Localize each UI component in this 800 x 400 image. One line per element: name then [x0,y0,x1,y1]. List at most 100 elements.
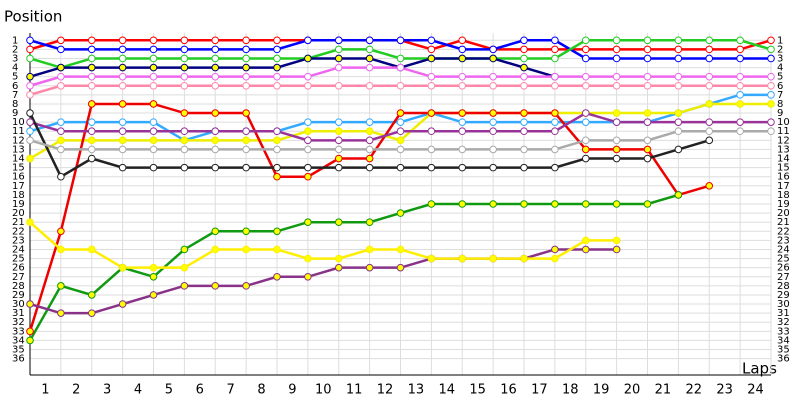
lap-marker [674,36,683,45]
lap-marker [520,254,528,263]
lap-marker [149,118,158,126]
y-tick-label: 29 [12,290,25,301]
lap-marker [396,127,405,136]
lap-marker [767,72,775,81]
y-tick-label: 30 [12,299,25,310]
lap-marker [396,109,405,117]
lap-marker [612,118,621,126]
lap-marker [396,54,405,63]
lap-marker [643,72,652,81]
y-axis-label: Position [4,8,62,26]
y-tick-label: 10 [12,117,25,128]
lap-marker [581,145,590,154]
lap-marker [767,100,775,108]
lap-marker [427,145,436,154]
y-tick-label-right: 33 [777,326,790,337]
y-tick-label: 4 [12,63,18,74]
lap-marker [304,118,312,126]
y-tick-label-right: 24 [777,244,790,255]
lap-marker [365,154,374,163]
lap-marker [211,45,220,54]
x-tick-label: 14 [439,383,456,398]
lap-marker [396,118,405,126]
lap-marker [273,81,281,90]
x-tick-label: 4 [134,383,142,398]
lap-marker [396,145,405,154]
lap-marker [26,36,34,45]
lap-marker [705,36,714,45]
lap-marker [211,54,220,63]
x-tick-label: 13 [408,383,425,398]
lap-marker [581,200,590,208]
lap-marker [180,282,189,290]
lap-marker [273,63,281,72]
lap-marker [118,300,127,308]
lap-marker [581,154,590,163]
lap-marker [767,36,775,45]
lap-marker [149,291,158,299]
lap-marker [674,109,683,117]
lap-marker [57,227,65,236]
y-tick-label-right: 7 [777,90,783,101]
x-tick-label: 22 [686,383,703,398]
x-tick-label: 1 [41,383,49,398]
lap-marker [365,81,374,90]
lap-marker [427,163,436,172]
lap-marker [674,81,683,90]
lap-marker [581,72,590,81]
lap-marker [211,63,220,72]
lap-marker [551,36,559,45]
x-tick-label: 20 [624,383,641,398]
lap-marker [273,72,281,81]
lap-marker [180,45,189,54]
lap-marker [180,36,189,45]
y-tick-label: 12 [12,135,25,146]
lap-marker [427,127,436,136]
y-tick-label-right: 23 [777,235,790,246]
lap-marker [149,127,158,136]
lap-marker [365,127,374,136]
lap-marker [365,145,374,154]
lap-marker [26,81,34,90]
lap-marker [458,109,467,117]
lap-marker [705,100,714,108]
lap-marker [57,309,65,317]
lap-marker [118,63,127,72]
lap-marker [242,109,250,117]
lap-marker [674,145,683,154]
y-tick-label: 9 [12,108,18,119]
lap-marker [767,91,775,99]
lap-marker [57,282,65,290]
lap-marker [334,154,343,163]
lap-marker [273,45,281,54]
lap-marker [211,81,220,90]
lap-marker [489,200,497,208]
lap-marker [334,81,343,90]
lap-marker [118,145,127,154]
lap-marker [705,72,714,81]
lap-marker [396,263,405,272]
lap-marker [489,118,497,126]
lap-marker [273,145,281,154]
series-line [29,57,556,78]
lap-marker [458,54,467,63]
lap-marker [427,200,436,208]
lap-marker [643,145,652,154]
lap-marker [396,209,405,217]
lap-marker [767,45,775,54]
lap-marker [57,36,65,45]
lap-marker [551,118,559,126]
lap-marker [273,227,281,236]
y-tick-label-right: 34 [777,335,790,346]
lap-marker [520,45,528,54]
lap-marker [551,127,559,136]
x-tick-label: 23 [716,383,733,398]
lap-marker [489,81,497,90]
lap-marker [520,118,528,126]
y-tick-label: 28 [12,281,25,292]
x-tick-label: 11 [346,383,363,398]
lap-marker [118,36,127,45]
lap-marker [520,54,528,63]
lap-marker [427,54,436,63]
